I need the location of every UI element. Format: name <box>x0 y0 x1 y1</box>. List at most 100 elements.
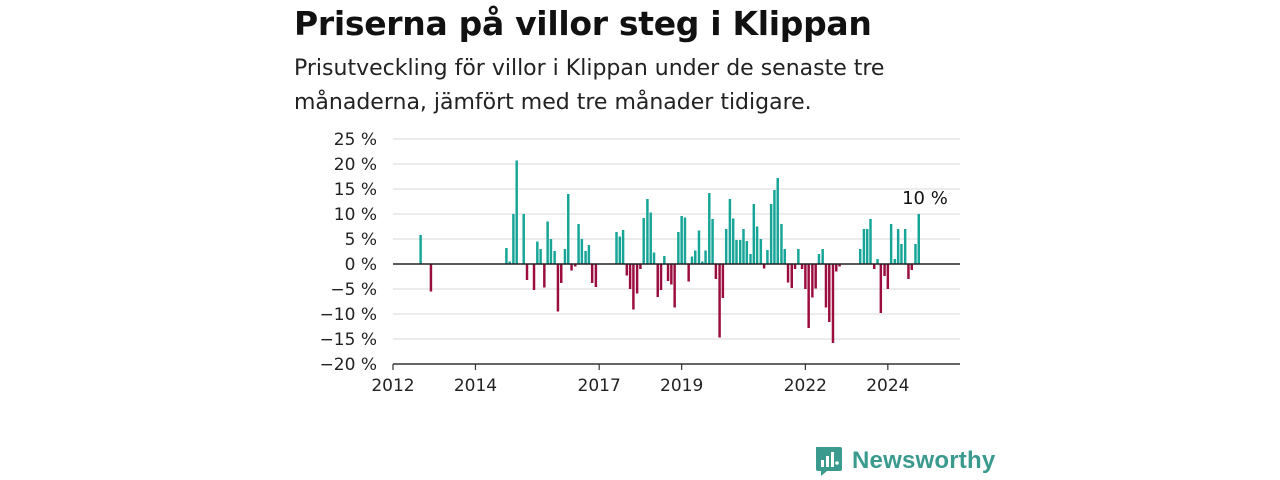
x-axis-tick-labels: 2012 2014 2017 2019 2022 2024 <box>371 364 909 396</box>
y-tick-label: 20 % <box>334 155 377 175</box>
bar <box>577 224 580 264</box>
bar <box>804 264 807 289</box>
bar <box>656 264 659 297</box>
bar <box>615 232 618 264</box>
bar <box>587 245 591 264</box>
bar <box>917 214 920 264</box>
annotation-layer: 10 % <box>902 188 948 209</box>
x-tick-label: 2017 <box>578 376 621 396</box>
bar <box>512 214 515 264</box>
bar <box>680 216 683 264</box>
bar <box>814 264 817 289</box>
bar <box>735 240 738 264</box>
brand-name: Newsworthy <box>852 447 996 474</box>
bar <box>419 235 422 264</box>
bar <box>907 264 910 279</box>
bar <box>800 264 804 269</box>
bars <box>419 160 920 343</box>
chart-subtitle: Prisutveckling för villor i Klippan unde… <box>294 56 885 115</box>
bar <box>752 204 756 264</box>
bar <box>759 239 763 264</box>
bar <box>625 264 629 276</box>
bar <box>755 226 759 264</box>
bar <box>896 229 900 264</box>
bar <box>697 230 701 264</box>
y-tick-label: 10 % <box>334 205 377 225</box>
bar <box>690 256 694 264</box>
bar <box>683 217 687 264</box>
bar <box>673 264 676 308</box>
bar <box>701 261 704 264</box>
x-tick-label: 2022 <box>784 376 827 396</box>
bar <box>914 244 917 264</box>
bar <box>780 224 783 264</box>
bar <box>835 264 838 272</box>
bar <box>745 241 749 264</box>
bar <box>574 264 577 267</box>
bar <box>549 239 553 264</box>
bar <box>694 250 697 264</box>
bar <box>742 229 745 264</box>
bar <box>594 264 598 287</box>
bar <box>515 160 518 264</box>
bar <box>776 178 779 264</box>
bar <box>872 264 876 269</box>
bar <box>567 194 570 264</box>
bar <box>621 230 625 264</box>
bar <box>883 264 886 276</box>
bar <box>711 219 714 264</box>
bar <box>817 254 821 264</box>
bar <box>539 249 542 264</box>
bar <box>522 214 525 264</box>
bar <box>628 264 632 289</box>
bar <box>721 264 725 298</box>
bar <box>580 239 584 264</box>
bar <box>903 229 907 264</box>
bar <box>786 264 790 283</box>
bar-chart: 25 % 20 % 15 % 10 % 5 % 0 % −5 % −10 % −15 % −20 … <box>320 130 960 396</box>
bar <box>869 219 872 264</box>
bar <box>663 256 666 264</box>
bar <box>666 264 670 281</box>
bar <box>649 212 652 264</box>
axes <box>393 263 960 365</box>
bar <box>838 264 841 267</box>
bar <box>783 249 786 264</box>
bar <box>900 244 903 264</box>
bar <box>652 252 656 264</box>
bar <box>536 241 539 264</box>
bar <box>590 264 594 283</box>
y-tick-label: 25 % <box>334 130 377 150</box>
bar <box>525 264 529 280</box>
bar <box>876 259 879 264</box>
bar <box>687 264 690 282</box>
bar <box>618 236 622 264</box>
bar <box>670 264 673 285</box>
grid-lines <box>393 138 960 340</box>
bar <box>910 264 913 270</box>
bar <box>532 264 536 290</box>
chart-title: Priserna på villor steg i Klippan <box>294 4 872 43</box>
y-tick-label: −15 % <box>320 330 377 350</box>
bar <box>793 264 797 269</box>
bar <box>728 199 732 264</box>
bar <box>570 264 573 271</box>
bar <box>704 250 707 264</box>
bar <box>790 264 793 288</box>
bar <box>811 264 814 298</box>
y-tick-label: 5 % <box>345 230 377 250</box>
bar <box>724 229 728 264</box>
bar <box>642 218 645 264</box>
y-tick-label: −10 % <box>320 305 377 325</box>
annotation-label: 10 % <box>902 188 948 209</box>
bar <box>659 264 663 290</box>
bar <box>731 218 735 264</box>
bar <box>862 229 866 264</box>
y-axis-tick-labels: 25 % 20 % 15 % 10 % 5 % 0 % −5 % −10 % −15 % −20 … <box>320 130 377 375</box>
x-tick-label: 2012 <box>371 376 414 396</box>
x-tick-label: 2019 <box>660 376 703 396</box>
bar <box>831 264 835 343</box>
bar <box>738 240 742 264</box>
bar <box>807 264 810 328</box>
newsworthy-logo-icon <box>816 447 842 476</box>
